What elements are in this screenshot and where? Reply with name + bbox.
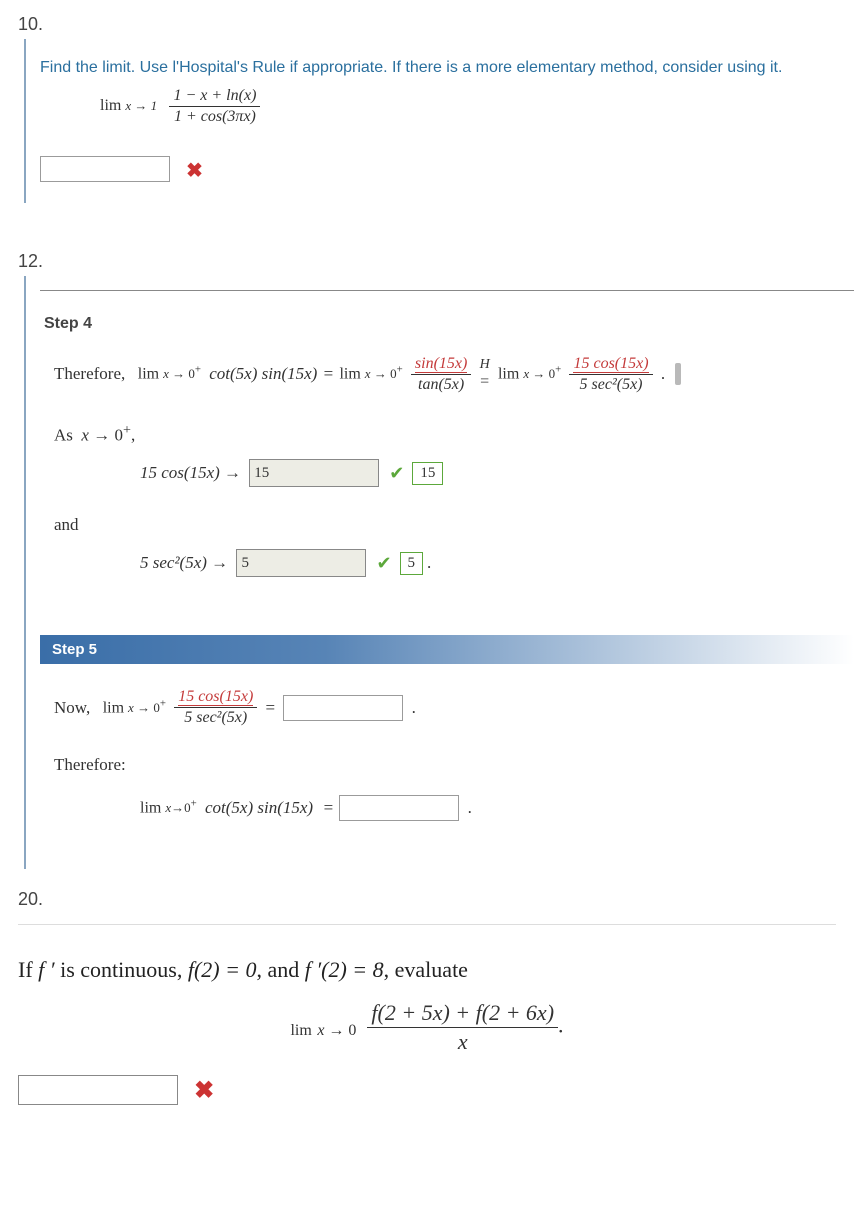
therefore-text: Therefore, <box>54 364 125 384</box>
sec-value-box[interactable]: 5 <box>236 549 366 577</box>
q20-answer-input[interactable] <box>18 1075 178 1105</box>
cos15x-text: 15 cos(15x) <box>178 688 253 706</box>
therefore-text: Therefore: <box>54 755 854 775</box>
question-10-body: Find the limit. Use l'Hospital's Rule if… <box>24 39 854 203</box>
scroll-thumb[interactable] <box>675 363 681 385</box>
frac-sin-tan: sin(15x) tan(5x) <box>411 355 471 394</box>
q10-expression: lim x → 1 1 − x + ln(x) 1 + cos(3πx) <box>100 87 854 126</box>
expr-15cos: 15 cos(15x) → <box>140 463 241 483</box>
q12-step5-line1: Now, lim x → 0+ 15 cos(15x) 5 sec²(5x) =… <box>54 688 854 727</box>
q10-answer-row: ✖ <box>40 156 854 183</box>
cos-value-box[interactable]: 15 <box>249 459 379 487</box>
lim-operator: lim x → 0+ <box>339 365 402 383</box>
step5-answer2-input[interactable] <box>339 795 459 821</box>
question-number-20: 20. <box>0 869 854 914</box>
equals: = <box>266 698 276 718</box>
frac-cos-sec: 15 cos(15x) 5 sec²(5x) <box>569 355 652 394</box>
h-equals: H= <box>480 358 490 390</box>
q12-sec-line: 5 sec²(5x) → 5 ✔ 5 . <box>140 549 854 577</box>
lim-operator: lim x → 0+ <box>103 699 166 717</box>
period: . <box>412 698 416 718</box>
cos-given-box: 15 <box>412 462 443 485</box>
frac-step5: 15 cos(15x) 5 sec²(5x) <box>174 688 257 727</box>
step4-label: Step 4 <box>44 315 854 333</box>
q20-fraction: f(2 + 5x) + f(2 + 6x) x <box>367 1000 558 1055</box>
q20-expression: lim x → 0 f(2 + 5x) + f(2 + 6x) x . <box>0 1000 854 1055</box>
q10-answer-input[interactable] <box>40 156 170 182</box>
as-x-text: As x → 0+, <box>54 422 854 446</box>
check-icon: ✔ <box>376 553 391 574</box>
q20-prompt: If f ′ is continuous, f(2) = 0, and f ′(… <box>0 935 854 994</box>
lim-operator: lim x→0+ <box>140 799 197 817</box>
lim-operator: lim x → 0+ <box>498 365 561 383</box>
cos15x-text: 15 cos(15x) <box>573 355 648 373</box>
step5-answer1-input[interactable] <box>283 695 403 721</box>
q10-fraction: 1 − x + ln(x) 1 + cos(3πx) <box>169 87 260 126</box>
period: . <box>468 798 472 818</box>
lim-operator: lim x → 0+ <box>138 365 201 383</box>
wrong-icon: ✖ <box>186 160 203 182</box>
and-text: and <box>54 515 854 535</box>
expr-final: cot(5x) sin(15x) <box>205 798 313 818</box>
q20-answer-row: ✖ <box>18 1075 854 1105</box>
period: . <box>661 364 665 384</box>
wrong-icon: ✖ <box>194 1077 214 1104</box>
check-icon: ✔ <box>389 463 404 484</box>
q12-cos-line: 15 cos(15x) → 15 ✔ 15 <box>140 459 854 487</box>
q10-prompt: Find the limit. Use l'Hospital's Rule if… <box>40 59 854 77</box>
lim-operator: lim x → 0 <box>290 1016 356 1040</box>
period: . <box>558 1013 564 1038</box>
step5-header: Step 5 <box>40 635 854 664</box>
lim-operator: lim x → 1 <box>100 98 157 115</box>
expr-cot-sin: cot(5x) sin(15x) <box>209 364 317 384</box>
expr-5sec: 5 sec²(5x) → <box>140 553 228 573</box>
period: . <box>427 553 431 573</box>
lim-subscript: x → 1 <box>125 98 157 113</box>
now-text: Now, <box>54 698 90 718</box>
sec-given-box: 5 <box>400 552 424 575</box>
question-number-12: 12. <box>0 203 854 276</box>
q12-line1: Therefore, lim x → 0+ cot(5x) sin(15x) =… <box>54 355 854 394</box>
question-12-body: Step 4 Therefore, lim x → 0+ cot(5x) sin… <box>24 276 854 870</box>
sin15x-text: sin(15x) <box>415 355 467 373</box>
q12-step5-final: lim x→0+ cot(5x) sin(15x) = . <box>140 795 854 821</box>
question-number-10: 10. <box>0 0 854 39</box>
